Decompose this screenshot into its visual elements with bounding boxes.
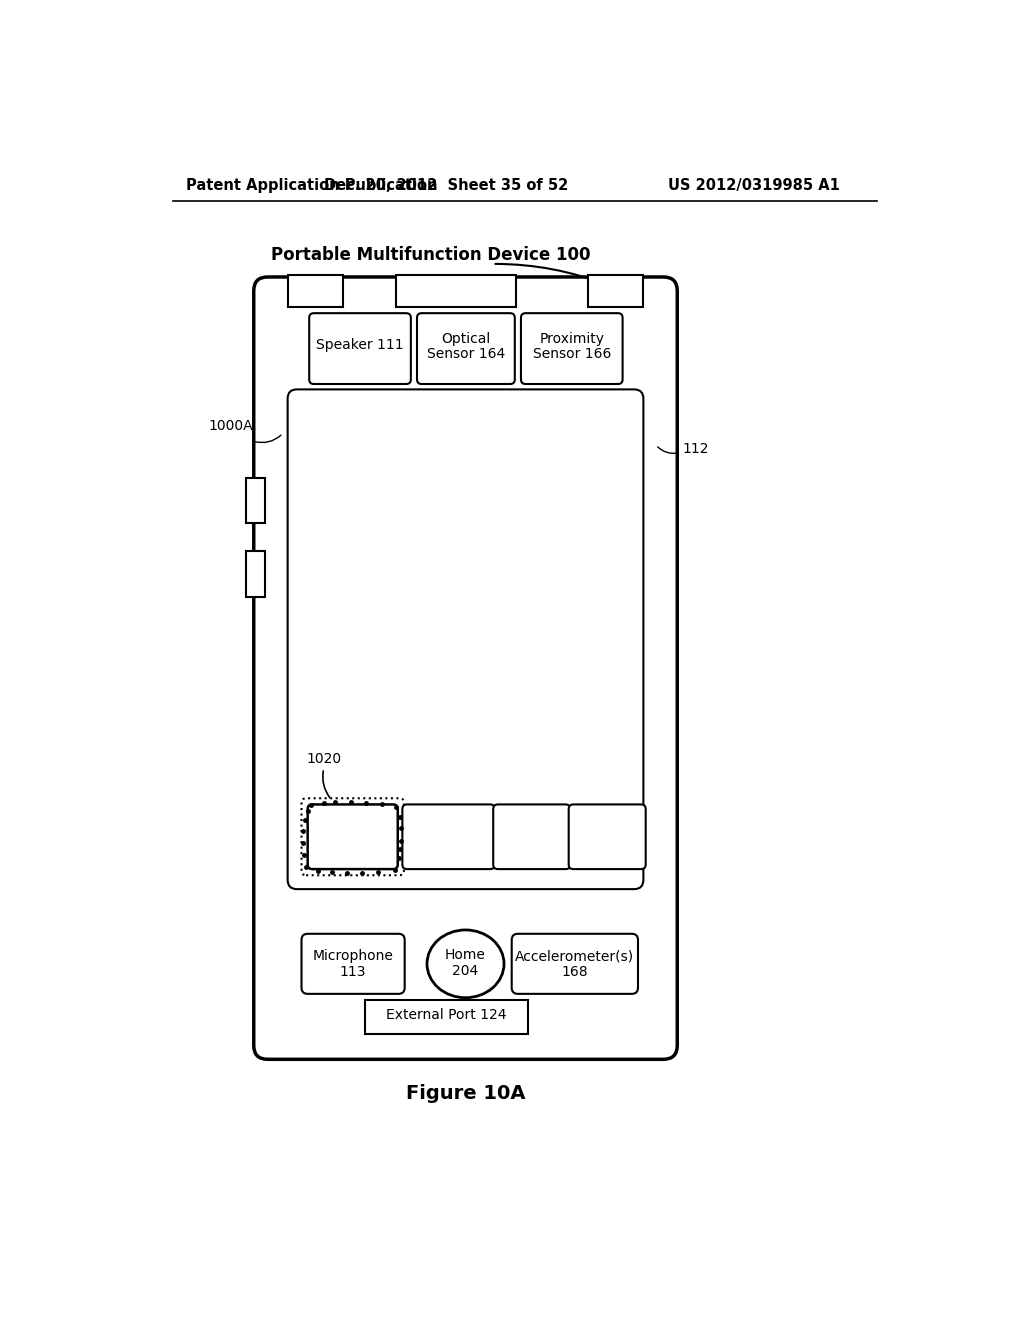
FancyBboxPatch shape xyxy=(417,313,515,384)
Text: Speaker 111: Speaker 111 xyxy=(316,338,403,351)
Text: 1001: 1001 xyxy=(335,837,371,851)
FancyBboxPatch shape xyxy=(309,313,411,384)
FancyBboxPatch shape xyxy=(366,1001,528,1034)
Text: 210: 210 xyxy=(443,282,469,296)
Text: Associate: Associate xyxy=(416,821,481,834)
FancyBboxPatch shape xyxy=(396,275,516,308)
Text: 1010: 1010 xyxy=(431,837,466,851)
FancyBboxPatch shape xyxy=(588,275,643,308)
FancyBboxPatch shape xyxy=(288,389,643,890)
Text: Dec. 20, 2012  Sheet 35 of 52: Dec. 20, 2012 Sheet 35 of 52 xyxy=(325,178,568,193)
Text: US 2012/0319985 A1: US 2012/0319985 A1 xyxy=(669,178,841,193)
Text: 112: 112 xyxy=(683,442,710,455)
Text: 206: 206 xyxy=(302,282,329,296)
FancyBboxPatch shape xyxy=(568,804,646,869)
Text: Sensor 164: Sensor 164 xyxy=(427,347,505,360)
FancyBboxPatch shape xyxy=(494,804,570,869)
Text: Sensor 166: Sensor 166 xyxy=(532,347,611,360)
FancyBboxPatch shape xyxy=(301,933,404,994)
Text: Store: Store xyxy=(513,821,550,834)
Text: Figure 10A: Figure 10A xyxy=(406,1085,525,1104)
FancyBboxPatch shape xyxy=(521,313,623,384)
FancyBboxPatch shape xyxy=(246,552,264,597)
Text: 1016: 1016 xyxy=(590,837,625,851)
Text: 1000A: 1000A xyxy=(208,418,253,433)
Text: Proximity: Proximity xyxy=(540,333,604,346)
Text: 1020: 1020 xyxy=(306,752,341,766)
Text: Portable Multifunction Device 100: Portable Multifunction Device 100 xyxy=(271,246,591,264)
Ellipse shape xyxy=(427,929,504,998)
FancyBboxPatch shape xyxy=(246,478,264,524)
Text: 168: 168 xyxy=(561,965,588,978)
FancyBboxPatch shape xyxy=(254,277,677,1059)
Text: Patent Application Publication: Patent Application Publication xyxy=(186,178,437,193)
FancyBboxPatch shape xyxy=(289,275,343,308)
Text: 1015: 1015 xyxy=(514,837,549,851)
Text: Microphone: Microphone xyxy=(312,949,393,964)
Text: 212: 212 xyxy=(602,282,629,296)
Text: Optical: Optical xyxy=(441,333,490,346)
Text: 208: 208 xyxy=(250,564,260,585)
FancyBboxPatch shape xyxy=(307,804,397,869)
Text: Home: Home xyxy=(445,948,486,962)
FancyBboxPatch shape xyxy=(402,804,495,869)
Text: 113: 113 xyxy=(340,965,367,978)
Text: Accelerometer(s): Accelerometer(s) xyxy=(515,949,635,964)
Text: 204: 204 xyxy=(453,964,478,978)
Text: External Port 124: External Port 124 xyxy=(386,1008,507,1023)
Text: Cancel: Cancel xyxy=(584,821,631,834)
FancyBboxPatch shape xyxy=(512,933,638,994)
Text: Record: Record xyxy=(329,821,377,834)
Text: 208: 208 xyxy=(250,490,260,511)
